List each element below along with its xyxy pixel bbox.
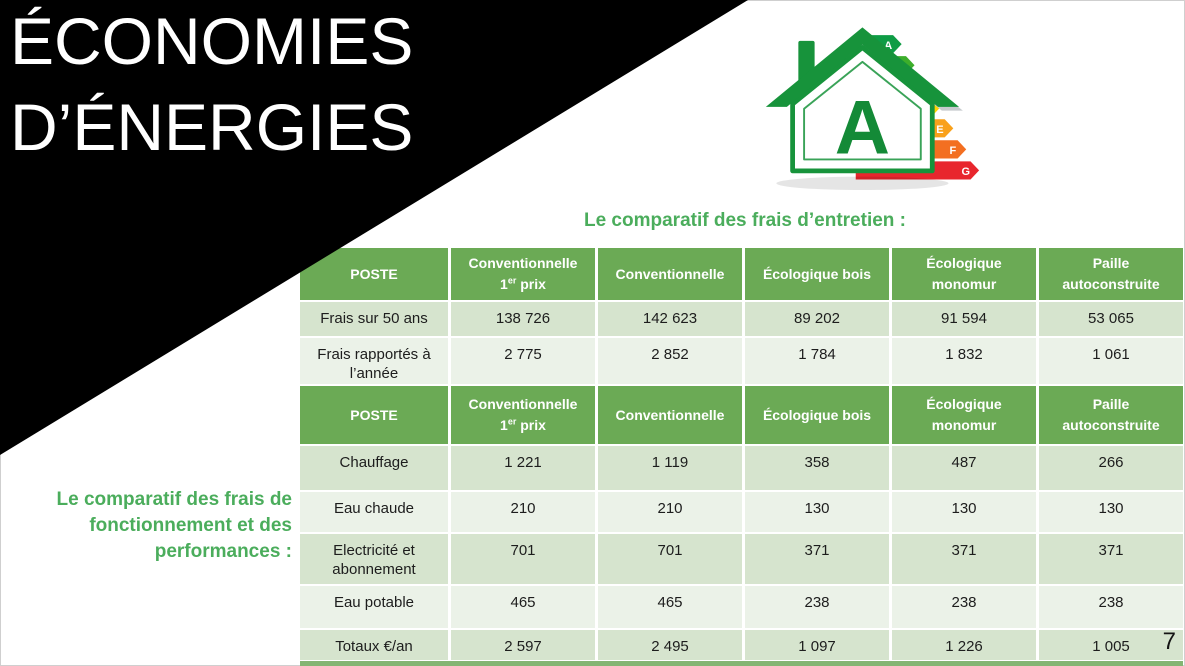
- column-header-ecologique-monomur: Écologique monomur: [892, 248, 1036, 300]
- table-cell: 238: [892, 586, 1036, 628]
- column-header-conventionnelle-1er-prix: Conventionnelle 1er prix: [451, 386, 595, 444]
- table-cell: 2 852: [598, 338, 742, 384]
- table-cell: 358: [745, 446, 889, 490]
- table-cell: 210: [451, 492, 595, 532]
- table-cell: 1 221: [451, 446, 595, 490]
- row-label-frais-rapportes-annee: Frais rapportés à l’année: [300, 338, 448, 384]
- slide-title-line2: D’ÉNERGIES: [10, 90, 414, 164]
- table-cell: 89 202: [745, 302, 889, 336]
- row-label-chauffage: Chauffage: [300, 446, 448, 490]
- column-header-paille-autoconstruite: Paille autoconstruite: [1039, 248, 1183, 300]
- heading-line: performances :: [154, 541, 292, 562]
- rating-letter-e: E: [936, 124, 943, 136]
- column-header-poste: POSTE: [300, 386, 448, 444]
- table-cell: 130: [892, 492, 1036, 532]
- table-cell: 371: [745, 534, 889, 584]
- house-shape: A: [765, 27, 963, 191]
- table-cell: 2 775: [451, 338, 595, 384]
- row-label-eau-chaude: Eau chaude: [300, 492, 448, 532]
- column-header-ecologique-bois: Écologique bois: [745, 248, 889, 300]
- row-label-eau-potable: Eau potable: [300, 586, 448, 628]
- table-cell: 701: [598, 534, 742, 584]
- table-cell: 487: [892, 446, 1036, 490]
- heading-frais-entretien: Le comparatif des frais d’entretien :: [583, 210, 907, 231]
- table-cell: 130: [745, 492, 889, 532]
- table-cell: 53 065: [1039, 302, 1183, 336]
- table-cell: 1 061: [1039, 338, 1183, 384]
- energy-rating-house-icon: A B C D E F G A: [765, 27, 980, 191]
- table-cell: 371: [1039, 534, 1183, 584]
- row-label-frais-sur-50-ans: Frais sur 50 ans: [300, 302, 448, 336]
- table-frais-entretien: POSTE Conventionnelle 1er prix Conventio…: [300, 248, 1183, 384]
- table-cell: 2 495: [598, 630, 742, 660]
- table-cell: 465: [451, 586, 595, 628]
- table-cell: 701: [451, 534, 595, 584]
- table-cell: 465: [598, 586, 742, 628]
- column-header-ecologique-bois: Écologique bois: [745, 386, 889, 444]
- column-header-conventionnelle-1er-prix: Conventionnelle 1er prix: [451, 248, 595, 300]
- heading-line: Le comparatif des frais de: [56, 489, 292, 510]
- table-cell: 130: [1039, 492, 1183, 532]
- table-cell: 91 594: [892, 302, 1036, 336]
- table-cell: 2 597: [451, 630, 595, 660]
- heading-line: fonctionnement et des: [89, 515, 292, 536]
- column-header-conventionnelle: Conventionnelle: [598, 248, 742, 300]
- table-cell: 238: [745, 586, 889, 628]
- table-cell: 138 726: [451, 302, 595, 336]
- rating-letter-a: A: [884, 40, 892, 52]
- house-grade-letter: A: [835, 86, 890, 171]
- page-number: 7: [1162, 628, 1176, 655]
- table-cell: 1 119: [598, 446, 742, 490]
- slide-title-line1: ÉCONOMIES: [10, 4, 414, 78]
- table-frais-fonctionnement: POSTE Conventionnelle 1er prix Conventio…: [300, 386, 1183, 660]
- table-cell: 142 623: [598, 302, 742, 336]
- rating-letter-g: G: [961, 166, 970, 178]
- table-cell: 266: [1039, 446, 1183, 490]
- table-cell: 1 832: [892, 338, 1036, 384]
- table-cell: 371: [892, 534, 1036, 584]
- row-label-totaux-par-an: Totaux €/an: [300, 630, 448, 660]
- rating-letter-f: F: [949, 145, 956, 157]
- table-cell: 1 226: [892, 630, 1036, 660]
- table-cell: 1 005: [1039, 630, 1183, 660]
- column-header-poste: POSTE: [300, 248, 448, 300]
- table-bottom-edge: [300, 661, 1183, 666]
- table-cell: 238: [1039, 586, 1183, 628]
- column-header-paille-autoconstruite: Paille autoconstruite: [1039, 386, 1183, 444]
- table-cell: 210: [598, 492, 742, 532]
- column-header-ecologique-monomur: Écologique monomur: [892, 386, 1036, 444]
- table-cell: 1 097: [745, 630, 889, 660]
- slide-title: ÉCONOMIES D’ÉNERGIES: [10, 0, 413, 170]
- heading-frais-fonctionnement: Le comparatif des frais de fonctionnemen…: [10, 487, 292, 565]
- row-label-electricite-abonnement: Electricité et abonnement: [300, 534, 448, 584]
- column-header-conventionnelle: Conventionnelle: [598, 386, 742, 444]
- table-cell: 1 784: [745, 338, 889, 384]
